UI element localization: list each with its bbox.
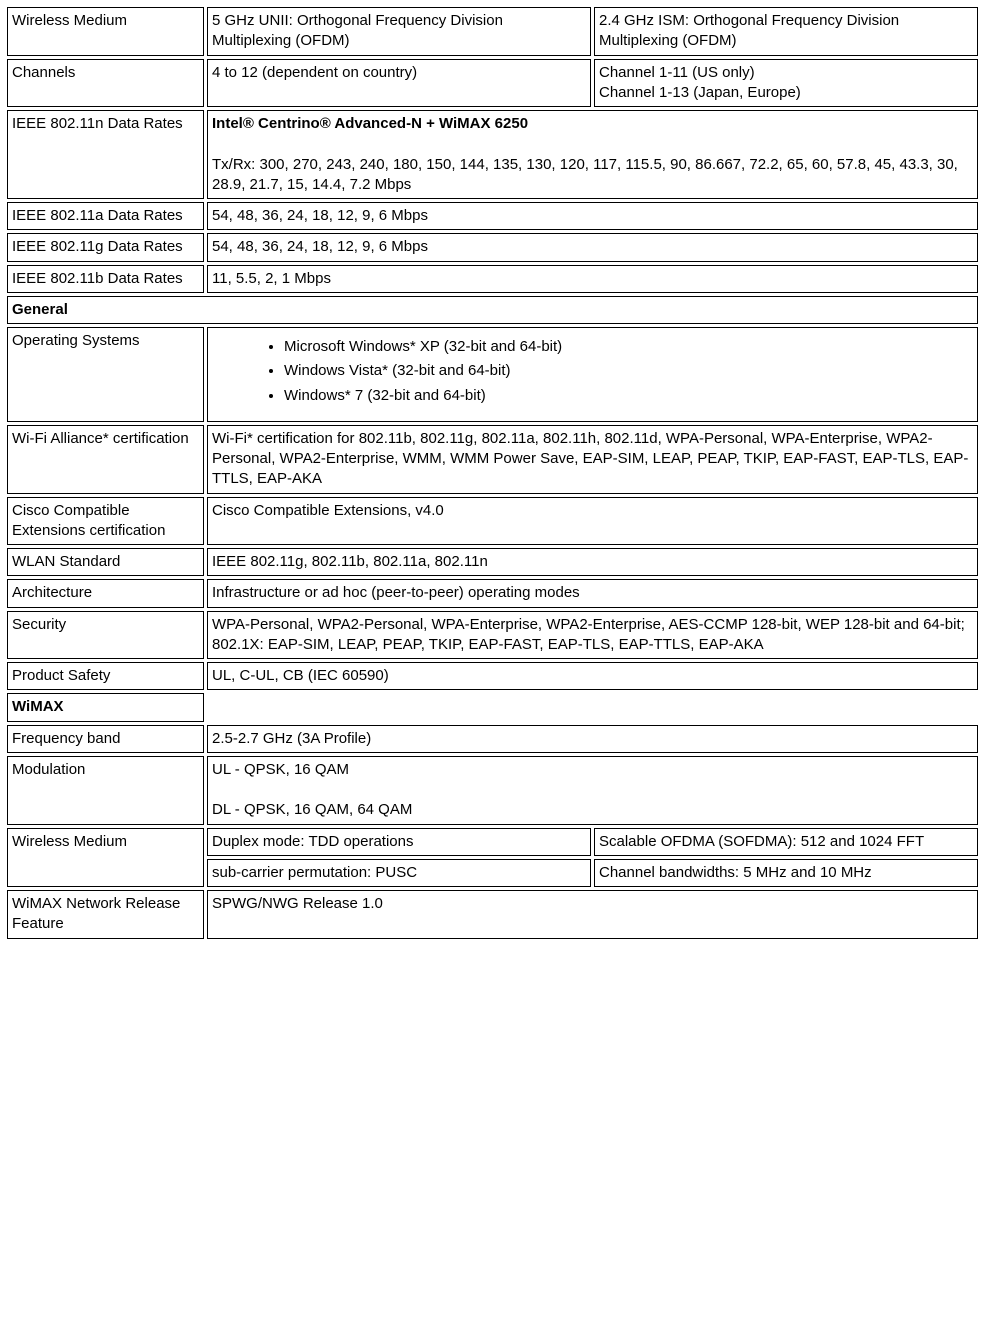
cell-value: Wi-Fi* certification for 802.11b, 802.11… — [207, 425, 978, 494]
cell-label: Wireless Medium — [7, 7, 204, 56]
cell-value: 54, 48, 36, 24, 18, 12, 9, 6 Mbps — [207, 233, 978, 261]
row-architecture: Architecture Infrastructure or ad hoc (p… — [7, 579, 978, 607]
row-channels: Channels 4 to 12 (dependent on country) … — [7, 59, 978, 108]
cell-value: WPA-Personal, WPA2-Personal, WPA-Enterpr… — [207, 611, 978, 660]
row-cisco: Cisco Compatible Extensions certificatio… — [7, 497, 978, 546]
section-header: WiMAX — [7, 693, 204, 721]
row-wireless-medium: Wireless Medium 5 GHz UNII: Orthogonal F… — [7, 7, 978, 56]
cell-value: Infrastructure or ad hoc (peer-to-peer) … — [207, 579, 978, 607]
list-item: Windows* 7 (32-bit and 64-bit) — [284, 384, 973, 408]
text-line: Channel 1-11 (US only) — [599, 64, 755, 81]
list-item: Windows Vista* (32-bit and 64-bit) — [284, 359, 973, 383]
cell-label: Security — [7, 611, 204, 660]
product-heading: Intel® Centrino® Advanced-N + WiMAX 6250 — [212, 115, 528, 132]
cell-value: Intel® Centrino® Advanced-N + WiMAX 6250… — [207, 110, 978, 199]
cell-label: Cisco Compatible Extensions certificatio… — [7, 497, 204, 546]
cell-value: Channel 1-11 (US only) Channel 1-13 (Jap… — [594, 59, 978, 108]
row-80211g-data-rates: IEEE 802.11g Data Rates 54, 48, 36, 24, … — [7, 233, 978, 261]
cell-value: 54, 48, 36, 24, 18, 12, 9, 6 Mbps — [207, 202, 978, 230]
cell-value: sub-carrier permutation: PUSC — [207, 859, 591, 887]
cell-label: Wi-Fi Alliance* certification — [7, 425, 204, 494]
cell-value: 4 to 12 (dependent on country) — [207, 59, 591, 108]
cell-value: SPWG/NWG Release 1.0 — [207, 890, 978, 939]
cell-value: Microsoft Windows* XP (32-bit and 64-bit… — [207, 327, 978, 422]
row-80211b-data-rates: IEEE 802.11b Data Rates 11, 5.5, 2, 1 Mb… — [7, 265, 978, 293]
cell-label: Frequency band — [7, 725, 204, 753]
cell-value: 2.4 GHz ISM: Orthogonal Frequency Divisi… — [594, 7, 978, 56]
cell-label: IEEE 802.11a Data Rates — [7, 202, 204, 230]
text-body: Tx/Rx: 300, 270, 243, 240, 180, 150, 144… — [212, 156, 958, 193]
os-list: Microsoft Windows* XP (32-bit and 64-bit… — [212, 335, 973, 408]
row-80211a-data-rates: IEEE 802.11a Data Rates 54, 48, 36, 24, … — [7, 202, 978, 230]
cell-value: 2.5-2.7 GHz (3A Profile) — [207, 725, 978, 753]
cell-value: IEEE 802.11g, 802.11b, 802.11a, 802.11n — [207, 548, 978, 576]
row-product-safety: Product Safety UL, C-UL, CB (IEC 60590) — [7, 662, 978, 690]
row-frequency-band: Frequency band 2.5-2.7 GHz (3A Profile) — [7, 725, 978, 753]
row-operating-systems: Operating Systems Microsoft Windows* XP … — [7, 327, 978, 422]
cell-label: Product Safety — [7, 662, 204, 690]
list-item: Microsoft Windows* XP (32-bit and 64-bit… — [284, 335, 973, 359]
cell-value: Channel bandwidths: 5 MHz and 10 MHz — [594, 859, 978, 887]
row-section-wimax: WiMAX — [7, 693, 978, 721]
text-line: DL - QPSK, 16 QAM, 64 QAM — [212, 801, 412, 818]
row-wlan-standard: WLAN Standard IEEE 802.11g, 802.11b, 802… — [7, 548, 978, 576]
cell-value: UL, C-UL, CB (IEC 60590) — [207, 662, 978, 690]
row-modulation: Modulation UL - QPSK, 16 QAM DL - QPSK, … — [7, 756, 978, 825]
cell-value: Scalable OFDMA (SOFDMA): 512 and 1024 FF… — [594, 828, 978, 856]
cell-value: 11, 5.5, 2, 1 Mbps — [207, 265, 978, 293]
row-security: Security WPA-Personal, WPA2-Personal, WP… — [7, 611, 978, 660]
cell-label: Wireless Medium — [7, 828, 204, 888]
text-line: Channel 1-13 (Japan, Europe) — [599, 84, 801, 101]
spec-table: Wireless Medium 5 GHz UNII: Orthogonal F… — [4, 4, 981, 942]
row-wimax-network: WiMAX Network Release Feature SPWG/NWG R… — [7, 890, 978, 939]
section-header: General — [7, 296, 978, 324]
cell-label: IEEE 802.11g Data Rates — [7, 233, 204, 261]
cell-label: WLAN Standard — [7, 548, 204, 576]
cell-label: Architecture — [7, 579, 204, 607]
text-line: UL - QPSK, 16 QAM — [212, 761, 349, 778]
cell-label: Channels — [7, 59, 204, 108]
row-wifi-alliance: Wi-Fi Alliance* certification Wi-Fi* cer… — [7, 425, 978, 494]
cell-label: IEEE 802.11b Data Rates — [7, 265, 204, 293]
cell-value: 5 GHz UNII: Orthogonal Frequency Divisio… — [207, 7, 591, 56]
cell-label: Modulation — [7, 756, 204, 825]
cell-value: Cisco Compatible Extensions, v4.0 — [207, 497, 978, 546]
cell-label: Operating Systems — [7, 327, 204, 422]
cell-value: UL - QPSK, 16 QAM DL - QPSK, 16 QAM, 64 … — [207, 756, 978, 825]
row-80211n-data-rates: IEEE 802.11n Data Rates Intel® Centrino®… — [7, 110, 978, 199]
row-wimax-wireless-medium-1: Wireless Medium Duplex mode: TDD operati… — [7, 828, 978, 856]
row-section-general: General — [7, 296, 978, 324]
cell-label: IEEE 802.11n Data Rates — [7, 110, 204, 199]
cell-value: Duplex mode: TDD operations — [207, 828, 591, 856]
cell-label: WiMAX Network Release Feature — [7, 890, 204, 939]
